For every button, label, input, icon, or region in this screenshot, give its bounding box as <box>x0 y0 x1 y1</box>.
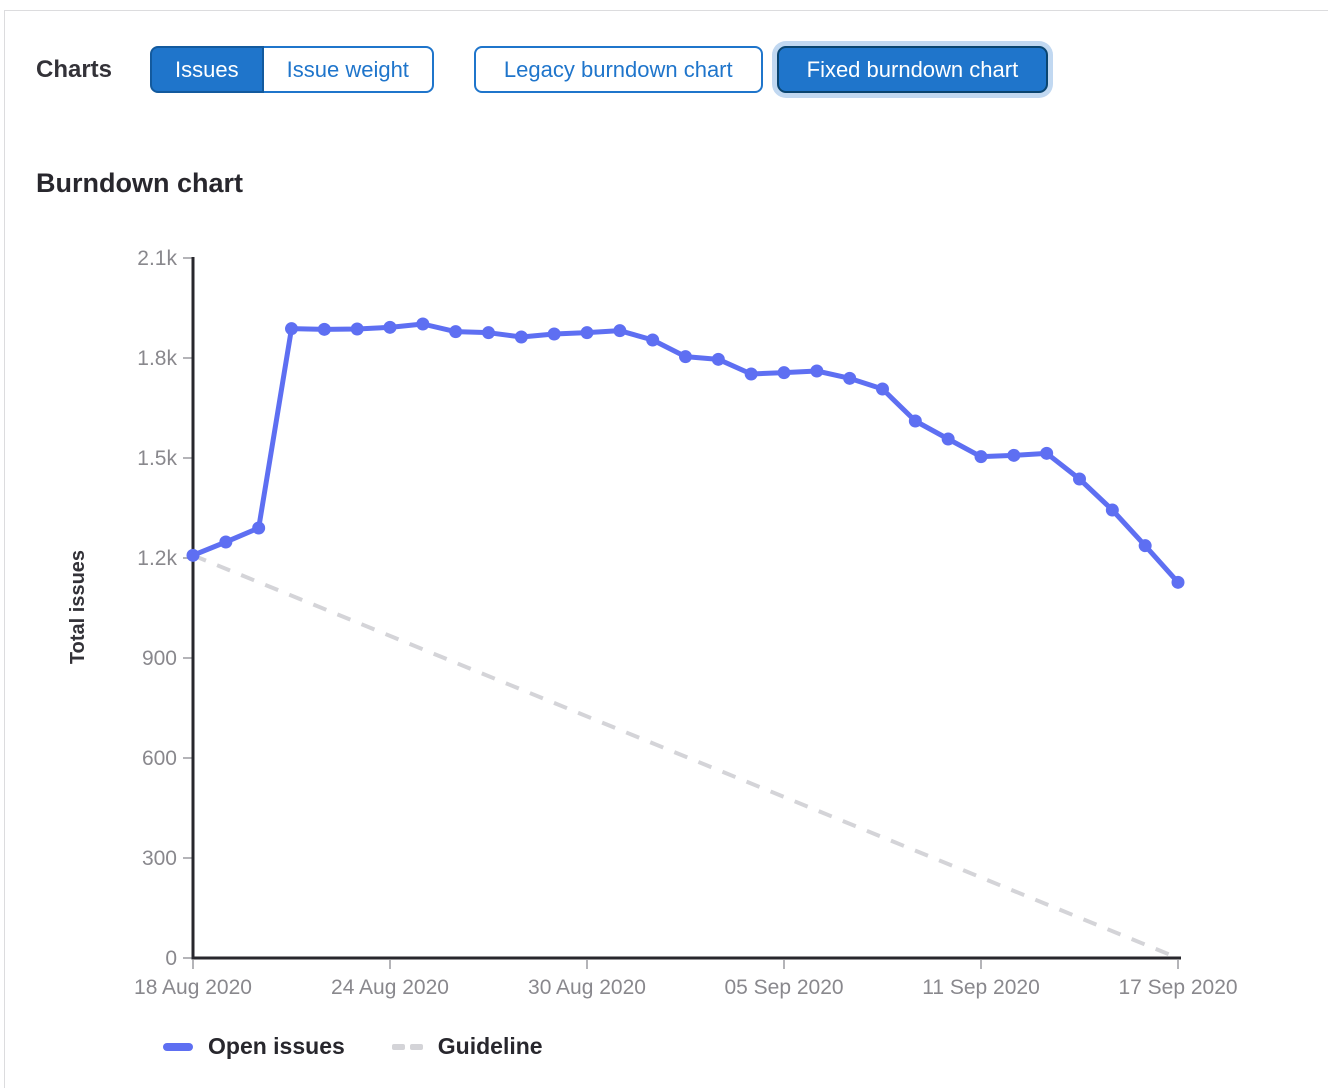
charts-label: Charts <box>36 55 113 83</box>
chart-type-toggle-group: Legacy burndown chart Fixed burndown cha… <box>473 46 1049 93</box>
guideline-line[interactable] <box>192 553 1179 960</box>
burndown-chart-canvas[interactable]: 2.1k 1.8k 1.5k 1.2k 900 600 300 0 18 Aug 2020 24 … <box>0 240 1328 1030</box>
chart-legend: Open issues Guideline <box>163 1033 543 1060</box>
x-tick-label: 11 Sep 2020 <box>922 976 1040 999</box>
open-issues-point[interactable] <box>219 535 233 549</box>
x-tick-label: 24 Aug 2020 <box>331 976 449 999</box>
open-issues-point[interactable] <box>514 330 528 344</box>
open-issues-point[interactable] <box>810 364 824 378</box>
open-issues-point[interactable] <box>1007 448 1021 462</box>
open-issues-point[interactable] <box>317 322 331 336</box>
legend-item-guideline[interactable]: Guideline <box>391 1033 543 1060</box>
legend-item-open-issues[interactable]: Open issues <box>163 1033 345 1060</box>
open-issues-point[interactable] <box>1138 539 1152 553</box>
open-issues-point[interactable] <box>252 521 266 535</box>
y-tick-label: 2.1k <box>137 247 177 270</box>
guideline-swatch-icon <box>391 1043 423 1050</box>
x-tick-label: 18 Aug 2020 <box>134 976 252 999</box>
open-issues-point[interactable] <box>1105 503 1119 517</box>
open-issues-point[interactable] <box>744 367 758 381</box>
open-issues-point[interactable] <box>876 382 889 396</box>
open-issues-swatch-icon <box>163 1042 193 1051</box>
open-issues-point[interactable] <box>679 350 692 364</box>
open-issues-point[interactable] <box>1171 575 1185 589</box>
x-tick-label: 05 Sep 2020 <box>724 976 843 999</box>
issue-weight-toggle-button[interactable]: Issue weight <box>261 46 434 93</box>
legend-label-guideline: Guideline <box>437 1033 543 1059</box>
y-tick-label: 1.5k <box>137 447 177 470</box>
open-issues-point[interactable] <box>547 327 561 341</box>
open-issues-point[interactable] <box>186 548 200 562</box>
x-tick-label: 30 Aug 2020 <box>528 976 646 999</box>
legend-label-open-issues: Open issues <box>208 1033 345 1059</box>
y-tick-label: 900 <box>142 647 177 670</box>
open-issues-point[interactable] <box>843 371 857 385</box>
y-tick-label: 300 <box>142 847 177 870</box>
open-issues-point[interactable] <box>416 317 430 331</box>
open-issues-point[interactable] <box>941 432 955 446</box>
page-title: Burndown chart <box>36 168 243 198</box>
open-issues-point[interactable] <box>449 325 463 339</box>
open-issues-point[interactable] <box>1073 472 1086 486</box>
open-issues-point[interactable] <box>285 322 298 336</box>
open-issues-point[interactable] <box>383 320 397 334</box>
open-issues-point[interactable] <box>908 414 922 428</box>
issues-toggle-button[interactable]: Issues <box>150 46 264 93</box>
open-issues-point[interactable] <box>482 326 495 340</box>
charts-header-row: Charts Issues Issue weight Legacy burndo… <box>36 46 1049 93</box>
open-issues-point[interactable] <box>1040 446 1054 460</box>
y-tick-label: 600 <box>142 747 177 770</box>
y-tick-label: 1.8k <box>137 347 177 370</box>
y-tick-label: 0 <box>165 947 177 970</box>
legacy-burndown-chart-button[interactable]: Legacy burndown chart <box>473 46 763 93</box>
burndown-chart: Total issues 2.1k 1.8k 1.5k 1.2k 900 600 300 0 1… <box>0 240 1328 1088</box>
y-tick-label: 1.2k <box>137 547 177 570</box>
open-issues-point[interactable] <box>777 366 791 380</box>
open-issues-point[interactable] <box>350 322 364 336</box>
fixed-burndown-chart-button[interactable]: Fixed burndown chart <box>776 46 1049 93</box>
open-issues-point[interactable] <box>974 450 988 464</box>
x-tick-label: 17 Sep 2020 <box>1118 976 1237 999</box>
open-issues-point[interactable] <box>580 326 594 340</box>
open-issues-point[interactable] <box>711 352 725 366</box>
open-issues-point[interactable] <box>646 333 660 347</box>
issue-type-toggle-group: Issues Issue weight <box>150 46 434 93</box>
open-issues-point[interactable] <box>613 324 627 338</box>
